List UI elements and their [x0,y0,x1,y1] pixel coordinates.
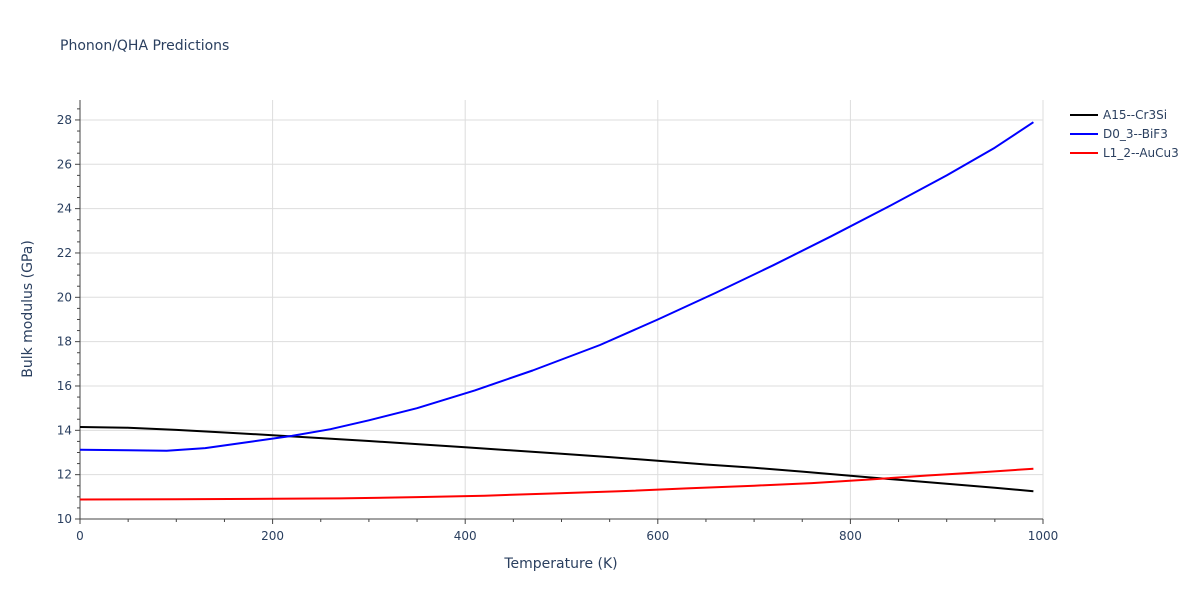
grid [80,100,1044,520]
y-tick-label: 28 [57,113,72,127]
axes [75,100,1044,524]
chart-title: Phonon/QHA Predictions [60,38,229,54]
y-tick-label: 26 [57,157,72,171]
y-axis-title: Bulk modulus (GPa) [20,240,36,378]
series-line-2 [79,121,1034,452]
y-tick-label: 16 [57,379,72,393]
y-tick-label: 20 [57,290,72,304]
series-line-1 [79,426,1034,493]
x-axis-title: Temperature (K) [503,556,617,572]
y-tick-labels: 10 12 14 16 18 20 22 24 26 28 [57,113,72,526]
legend-label-3[interactable]: L1_2--AuCu3 [1103,146,1179,160]
x-tick-label: 200 [261,529,284,543]
series-lines [79,121,1034,501]
series-line-3 [79,467,1034,501]
y-tick-label: 18 [57,335,72,349]
y-tick-label: 14 [57,423,72,437]
legend-label-2[interactable]: D0_3--BiF3 [1103,127,1168,141]
legend[interactable]: A15--Cr3Si D0_3--BiF3 L1_2--AuCu3 [1070,108,1179,160]
x-tick-label: 600 [646,529,669,543]
legend-label-1[interactable]: A15--Cr3Si [1103,108,1167,122]
x-tick-labels: 0 200 400 600 800 1000 [76,529,1058,543]
x-tick-label: 1000 [1028,529,1059,543]
y-tick-label: 22 [57,246,72,260]
y-tick-label: 10 [57,512,72,526]
x-tick-label: 800 [839,529,862,543]
x-tick-label: 400 [454,529,477,543]
x-tick-label: 0 [76,529,84,543]
y-tick-label: 24 [57,202,72,216]
y-tick-label: 12 [57,468,72,482]
